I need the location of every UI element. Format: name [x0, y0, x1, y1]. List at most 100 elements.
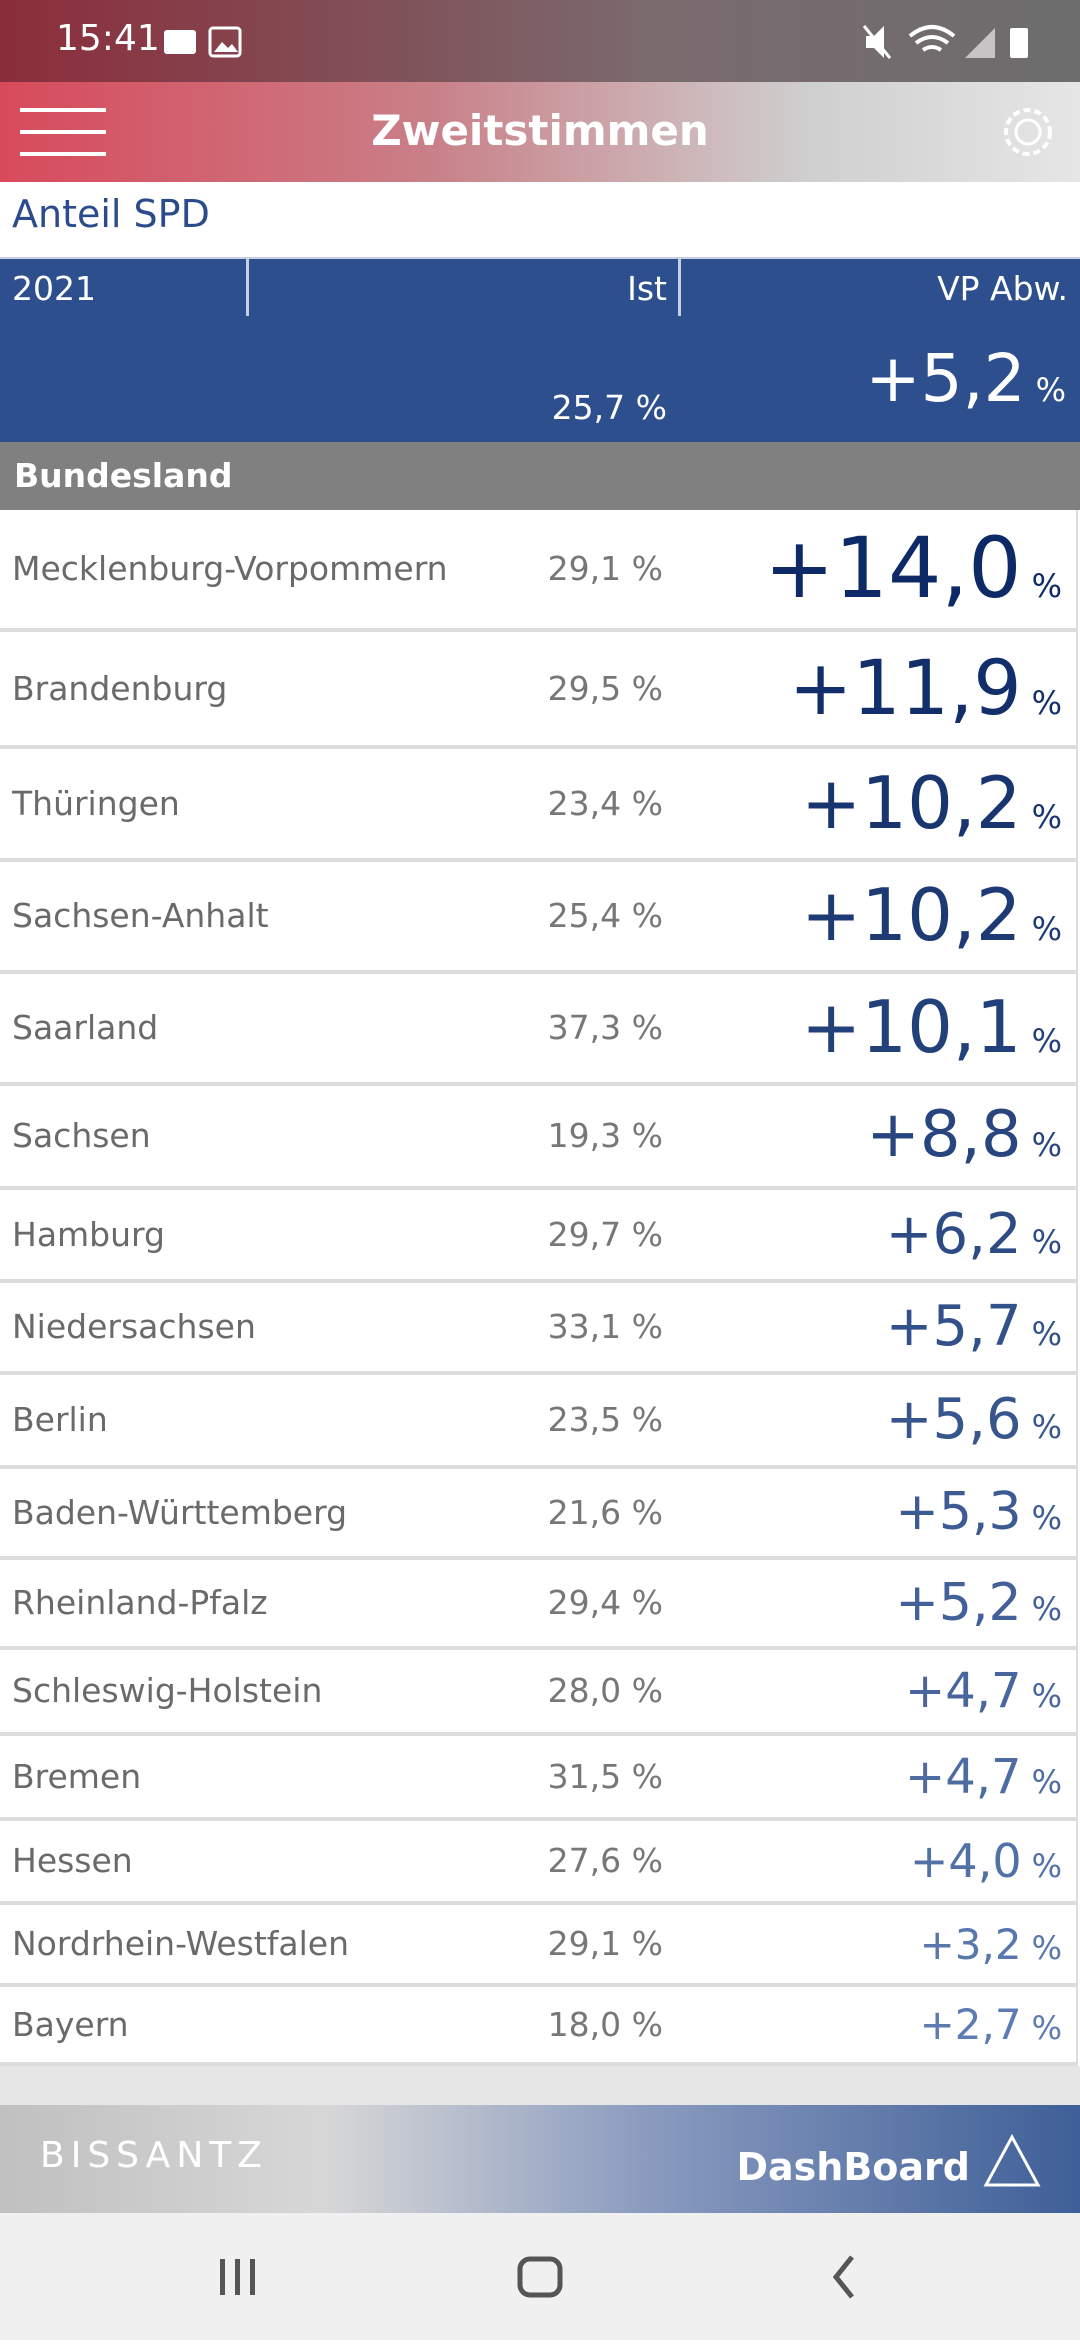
deviation-value: +11,9 [788, 643, 1022, 733]
deviation-unit: % [1031, 684, 1062, 723]
row-name: Sachsen [12, 1116, 151, 1155]
row-actual: 28,0 % [547, 1671, 663, 1710]
row-deviation: +2,7% [920, 2000, 1062, 2049]
section-title: Bundesland [14, 456, 233, 495]
table-header: 2021 Ist VP Abw. [0, 257, 1080, 318]
brand: BISSANTZ [40, 2135, 268, 2176]
row-actual: 37,3 % [547, 1008, 663, 1047]
deviation-unit: % [1031, 1022, 1062, 1061]
deviation-value: +2,7 [919, 2000, 1022, 2050]
column-header: 2021 [12, 269, 96, 308]
status-bar: 15:41 [0, 0, 1080, 82]
deviation-unit: % [1031, 1499, 1062, 1538]
deviation-unit: % [1031, 1928, 1062, 1967]
table-row: Schleswig-Holstein 28,0 % +4,7% [0, 1650, 1078, 1736]
app-title: Zweitstimmen [371, 106, 709, 155]
row-deviation: +5,6% [886, 1387, 1062, 1452]
total-actual: 25,7 % [551, 388, 667, 427]
app-bar: Zweitstimmen [0, 82, 1080, 182]
deviation-value: +4,7 [905, 1748, 1022, 1805]
deviation-unit: % [1031, 2009, 1062, 2048]
deviation-unit: % [1031, 797, 1062, 836]
row-deviation: +3,2% [920, 1920, 1062, 1969]
column-header: Ist [627, 269, 667, 308]
table-row: Niedersachsen 33,1 % +5,7% [0, 1283, 1078, 1375]
deviation-value: +10,2 [800, 760, 1022, 845]
row-name: Mecklenburg-Vorpommern [12, 549, 448, 588]
table-row: Hessen 27,6 % +4,0% [0, 1821, 1078, 1905]
deviation-value: +10,2 [800, 873, 1022, 958]
row-actual: 29,1 % [547, 549, 663, 588]
row-name: Thüringen [12, 783, 180, 823]
table-row: Nordrhein-Westfalen 29,1 % +3,2% [0, 1905, 1078, 1987]
recent-apps-button[interactable] [220, 2259, 255, 2295]
row-deviation: +10,2% [801, 873, 1062, 957]
row-deviation: +5,3% [895, 1482, 1062, 1542]
status-icons-left [164, 26, 242, 58]
table-row: Rheinland-Pfalz 29,4 % +5,2% [0, 1560, 1078, 1650]
row-name: Niedersachsen [12, 1307, 256, 1346]
row-actual: 29,5 % [547, 668, 663, 708]
table-row: Bremen 31,5 % +4,7% [0, 1736, 1078, 1821]
row-deviation: +6,2% [886, 1202, 1062, 1267]
table-row: Saarland 37,3 % +10,1% [0, 974, 1078, 1086]
deviation-unit: % [1031, 1677, 1062, 1716]
deviation-value: +4,7 [905, 1663, 1022, 1720]
deviation-value: +6,2 [885, 1201, 1022, 1267]
settings-button[interactable] [996, 100, 1060, 164]
deviation-value: +3,2 [919, 1919, 1022, 1969]
home-button[interactable] [517, 2256, 563, 2298]
back-button[interactable] [832, 2255, 854, 2299]
deviation-unit: % [1031, 1126, 1062, 1165]
row-actual: 23,5 % [547, 1400, 663, 1439]
menu-button[interactable] [20, 108, 108, 158]
row-deviation: +14,0% [764, 519, 1062, 617]
deviation-value: +10,1 [800, 985, 1022, 1070]
deviation-unit: % [1031, 1315, 1062, 1354]
total-deviation: +5,2 % [865, 340, 1066, 417]
row-name: Nordrhein-Westfalen [12, 1924, 350, 1963]
deviation-unit: % [1031, 1847, 1062, 1886]
row-deviation: +4,7% [905, 1749, 1062, 1805]
app-name: DashBoard [736, 2145, 970, 2189]
scroll-end [0, 2066, 1080, 2105]
row-deviation: +10,2% [801, 761, 1062, 845]
deviation-value: +8,8 [866, 1098, 1022, 1173]
status-time: 15:41 [56, 18, 160, 59]
row-actual: 29,4 % [547, 1583, 663, 1622]
deviation-value: +14,0 [764, 518, 1022, 617]
row-deviation: +5,7% [886, 1294, 1062, 1359]
row-name: Bremen [12, 1756, 142, 1796]
deviation-unit: % [1031, 910, 1062, 949]
deviation-unit: % [1035, 371, 1066, 409]
row-actual: 29,1 % [547, 1924, 663, 1963]
row-name: Brandenburg [12, 668, 228, 708]
row-actual: 21,6 % [547, 1492, 663, 1532]
column-header: VP Abw. [937, 269, 1068, 308]
row-name: Hessen [12, 1841, 133, 1880]
deviation-unit: % [1031, 566, 1062, 605]
row-actual: 31,5 % [547, 1756, 663, 1796]
row-name: Saarland [12, 1008, 159, 1047]
table-row: Mecklenburg-Vorpommern 29,1 % +14,0% [0, 510, 1078, 632]
total-row: 25,7 % +5,2 % [0, 316, 1080, 442]
deviation-value: +5,7 [885, 1294, 1022, 1360]
deviation-unit: % [1031, 1589, 1062, 1628]
table-row: Baden-Württemberg 21,6 % +5,3% [0, 1469, 1078, 1560]
table-row: Thüringen 23,4 % +10,2% [0, 749, 1078, 862]
deviation-value: +5,2 [865, 340, 1026, 417]
table-row: Brandenburg 29,5 % +11,9% [0, 632, 1078, 749]
table-row: Berlin 23,5 % +5,6% [0, 1375, 1078, 1469]
row-name: Bayern [12, 2004, 129, 2044]
row-actual: 25,4 % [547, 896, 663, 935]
table-row: Hamburg 29,7 % +6,2% [0, 1190, 1078, 1283]
deviation-value: +4,0 [909, 1834, 1022, 1889]
column-divider [678, 259, 681, 318]
deviation-unit: % [1031, 1762, 1062, 1801]
table-row: Bayern 18,0 % +2,7% [0, 1987, 1078, 2066]
table-row: Sachsen 19,3 % +8,8% [0, 1086, 1078, 1190]
deviation-value: +5,6 [885, 1387, 1022, 1453]
deviation-value: +5,3 [895, 1482, 1022, 1543]
row-deviation: +5,2% [895, 1573, 1062, 1633]
